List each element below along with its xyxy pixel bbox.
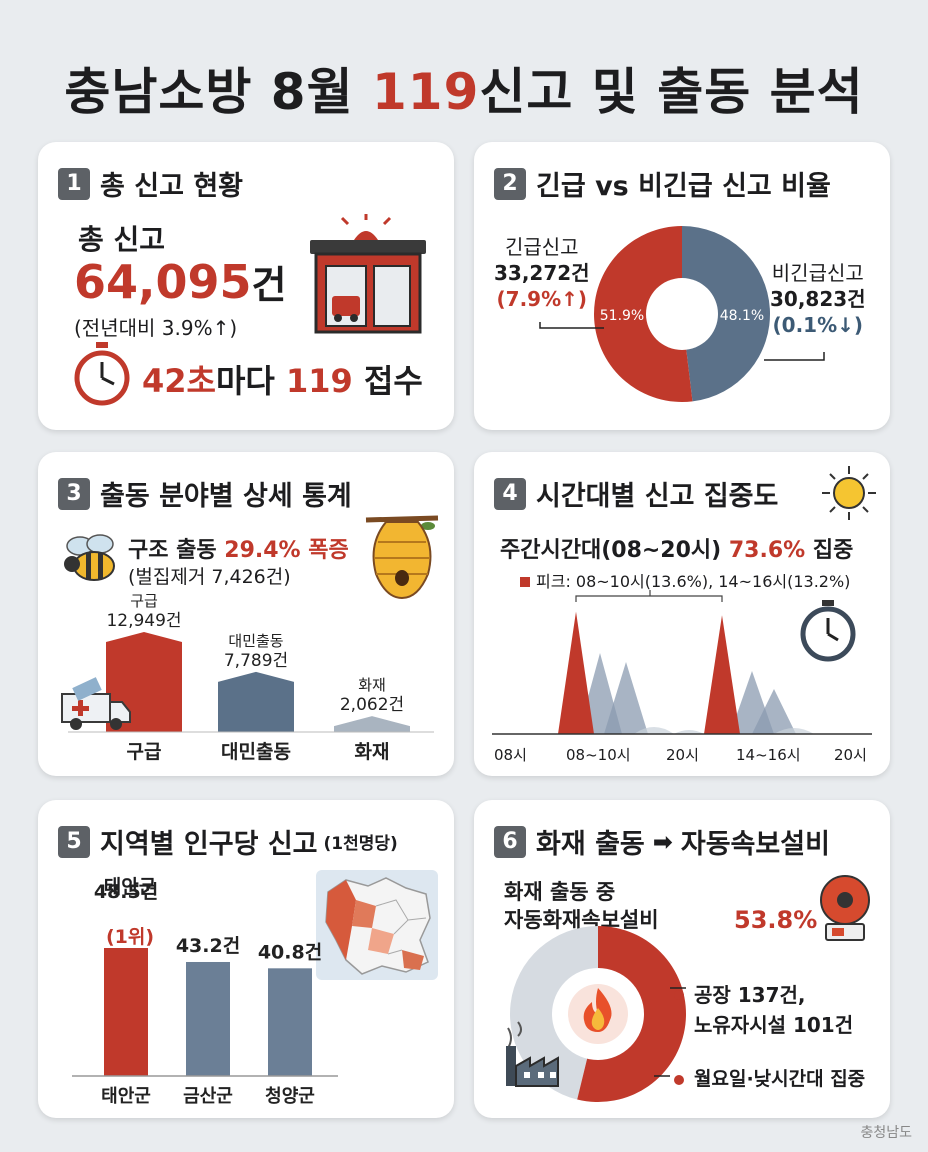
stopwatch-icon xyxy=(74,342,130,406)
stopwatch-icon xyxy=(800,600,856,662)
nonemergency-legend: 비긴급신고 30,823건 (0.1%↓) xyxy=(770,260,866,338)
bee-icon xyxy=(60,532,122,586)
bar-category-label: 구급 xyxy=(127,741,162,763)
card-fire-alarm: 6 화재 출동 ➡ 자동속보설비 화재 출동 중 자동화재속보설비 53.8% 공장 … xyxy=(474,800,890,1118)
slice-label-emergency: 51.9% xyxy=(600,308,644,324)
leader-line-emergency xyxy=(539,322,604,329)
fire-icon xyxy=(582,988,614,1032)
emergency-label: 긴급신고 xyxy=(504,235,579,259)
area-background xyxy=(634,727,704,734)
peak-bracket xyxy=(575,595,723,602)
axis-label: 20시 xyxy=(666,746,699,764)
beehive-icon xyxy=(365,514,439,600)
bullet-timing: 월요일·낮시간대 집중 xyxy=(674,1064,865,1091)
emergency-count: 33,272건 xyxy=(494,261,590,285)
bar xyxy=(186,961,230,1076)
yoy-change: (전년대비 3.9%↑) xyxy=(74,316,238,340)
bar-value-label: 2,062건 xyxy=(340,695,404,715)
factory-icon xyxy=(500,1018,570,1088)
card-heading: 4 시간대별 신고 집중도 xyxy=(494,474,778,513)
leader-line-nonemergency xyxy=(764,352,825,361)
bar-value-label: 40.8건 xyxy=(258,941,322,963)
bar-category-caption: 화재 xyxy=(358,676,386,694)
bullet-facilities: 공장 137건, 노유자시설 101건 xyxy=(674,980,853,1040)
footer-logo: 충청남도 xyxy=(860,1125,912,1141)
area-peak-secondary xyxy=(752,689,796,734)
map-icon xyxy=(316,870,438,980)
axis-label: 14~16시 xyxy=(736,746,801,764)
donut-slice-nonemergency xyxy=(682,226,770,402)
arrow-right-icon: ➡ xyxy=(652,827,673,856)
alarm-percent: 53.8% xyxy=(734,906,818,934)
bullet-dot-icon xyxy=(674,1075,684,1085)
card-dispatch-stats: 3 출동 분야별 상세 통계 구조 출동 29.4% 폭증 (벌집제거 7,426… xyxy=(38,452,454,776)
area-peak-secondary xyxy=(604,662,648,734)
card-emergency-ratio: 2 긴급 vs 비긴급 신고 비율 51.9% 48.1% 긴급신고 33,272건… xyxy=(474,142,890,430)
fire-station-icon xyxy=(308,214,428,334)
slice-label-nonemergency: 48.1% xyxy=(720,308,764,324)
bullet-dot-icon xyxy=(674,990,684,1000)
alarm-bell-icon xyxy=(814,874,876,941)
bar-category-caption: 대민출동 xyxy=(228,632,283,650)
nonemergency-label: 비긴급신고 xyxy=(771,261,864,285)
daytime-headline: 주간시간대(08~20시) 73.6% 집중 xyxy=(500,538,854,563)
bar xyxy=(218,671,294,732)
axis-label: 08시 xyxy=(494,746,527,764)
ambulance-icon xyxy=(60,677,132,732)
emergency-donut-chart: 51.9% 48.1% xyxy=(539,226,825,402)
nonemergency-change: (0.1%↓) xyxy=(772,313,864,337)
card-region-per-capita: 5 지역별 인구당 신고 (1천명당) 태안군 (1위) 48.5건 태안군 43.2건… xyxy=(38,800,454,1118)
area-peak-primary xyxy=(704,615,740,734)
bar-category-label: 태안군 xyxy=(101,1086,151,1107)
top-region-rank: (1위) xyxy=(105,926,155,948)
bar-category-label: 금산군 xyxy=(183,1086,233,1107)
card-time-concentration: 4 시간대별 신고 집중도 주간시간대(08~20시) 73.6% 집중 피크: … xyxy=(474,452,890,776)
bar-category-label: 화재 xyxy=(355,741,390,763)
page-title: 충남소방 8월 119신고 및 출동 분석 xyxy=(64,63,864,121)
card-heading: 6 화재 출동 ➡ 자동속보설비 xyxy=(494,822,830,861)
bar-value-label: 48.5건 xyxy=(94,881,158,903)
peak-note: 피크: 08~10시(13.6%), 14~16시(13.2%) xyxy=(520,568,850,592)
bar xyxy=(268,968,312,1076)
card-heading: 3 출동 분야별 상세 통계 xyxy=(58,474,352,513)
bar-value-label: 12,949건 xyxy=(106,611,181,631)
bar-category-caption: 구급 xyxy=(130,592,158,610)
donut-slice-emergency xyxy=(593,226,693,402)
bar-category-label: 청양군 xyxy=(265,1086,315,1107)
card-heading: 2 긴급 vs 비긴급 신고 비율 xyxy=(494,164,831,203)
bar-value-label: 43.2건 xyxy=(176,935,240,957)
total-label: 총 신고 xyxy=(78,223,166,256)
legend-square-icon xyxy=(520,577,530,587)
total-value: 64,095건 xyxy=(74,255,287,309)
emergency-legend: 긴급신고 33,272건 (7.9%↑) xyxy=(494,234,590,312)
axis-label: 08~10시 xyxy=(566,746,631,764)
bar xyxy=(104,948,148,1076)
donut-hole xyxy=(646,278,718,350)
area-peak-primary xyxy=(558,611,594,734)
fire-desc-1: 화재 출동 중 xyxy=(504,880,616,904)
emergency-change: (7.9%↑) xyxy=(496,287,588,311)
bar xyxy=(334,716,410,732)
sun-icon xyxy=(820,464,878,522)
top-region-name: 태안군 xyxy=(103,876,157,898)
report-frequency: 42초마다 119 접수 xyxy=(142,362,423,400)
bar-value-label: 7,789건 xyxy=(224,651,288,671)
bar-category-label: 대민출동 xyxy=(221,741,291,763)
alarm-donut-chart xyxy=(510,926,686,1102)
area-background xyxy=(774,728,814,734)
rescue-headline: 구조 출동 29.4% 폭증 xyxy=(128,538,349,563)
axis-label: 20시 xyxy=(834,746,867,764)
card-heading: 5 지역별 인구당 신고 (1천명당) xyxy=(58,822,398,861)
hourly-area-chart xyxy=(492,590,872,735)
rescue-sub: (벌집제거 7,426건) xyxy=(128,566,291,588)
nonemergency-count: 30,823건 xyxy=(770,287,866,311)
